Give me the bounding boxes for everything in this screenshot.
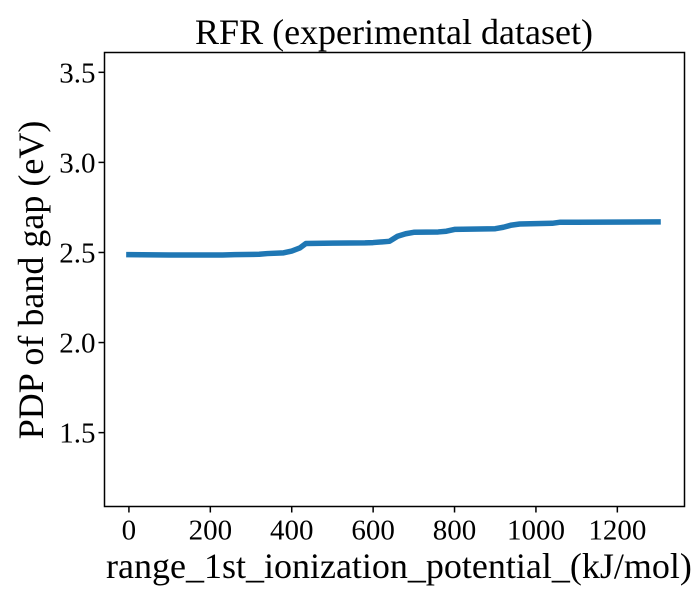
plot-area: 0 200 400 600 800 1000 1200 1.5 2.0 2.5 3.0 3.5	[59, 51, 686, 547]
x-tick-label: 1000	[507, 515, 565, 547]
y-ticks: 1.5 2.0 2.5 3.0 3.5	[59, 57, 105, 450]
x-tick-label: 800	[433, 515, 477, 547]
y-tick-label: 2.5	[59, 237, 95, 269]
x-tick-label: 400	[270, 515, 314, 547]
x-tick-label: 0	[122, 515, 137, 547]
series-group	[126, 219, 661, 258]
x-axis-label: range_1st_ionization_potential_(kJ/mol)	[106, 546, 692, 586]
y-tick-label: 1.5	[59, 418, 95, 450]
x-tick-label: 1200	[588, 515, 646, 547]
y-tick-label: 3.0	[59, 147, 95, 179]
plot-frame	[103, 51, 686, 508]
x-tick-label: 600	[351, 515, 395, 547]
series-line	[126, 219, 661, 258]
x-ticks: 0 200 400 600 800 1000 1200	[122, 506, 646, 547]
chart-title: RFR (experimental dataset)	[195, 12, 593, 52]
x-tick-label: 200	[189, 515, 233, 547]
y-axis-label: PDP of band gap (eV)	[11, 121, 51, 440]
y-tick-label: 3.5	[59, 57, 95, 89]
y-tick-label: 2.0	[59, 328, 95, 360]
